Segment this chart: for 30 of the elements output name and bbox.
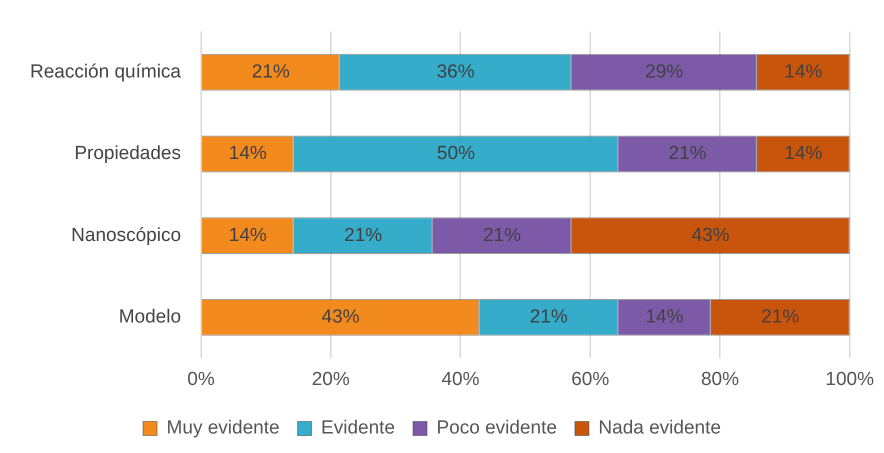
data-label: 21%	[668, 143, 707, 164]
data-label: 14%	[228, 224, 267, 246]
data-label: 14%	[784, 143, 822, 164]
x-tick-label: 0%	[187, 368, 215, 390]
x-tick-label: 60%	[571, 368, 610, 390]
data-label: 21%	[761, 306, 800, 328]
data-label: 21%	[344, 224, 382, 246]
data-label: 36%	[436, 61, 475, 82]
data-label: 29%	[645, 61, 684, 82]
data-label: 14%	[228, 143, 267, 164]
data-label: 14%	[784, 61, 822, 82]
x-tick-label: 80%	[700, 368, 740, 390]
x-tick-label: 20%	[312, 368, 350, 390]
y-tick-label: Nanoscópico	[71, 224, 182, 246]
legend-label: Nada evidente	[598, 418, 721, 439]
legend-label: Muy evidente	[166, 418, 280, 439]
data-label: 43%	[322, 306, 360, 328]
y-tick-label: Modelo	[118, 306, 182, 328]
data-label: 43%	[692, 224, 730, 246]
y-tick-label: Propiedades	[74, 143, 182, 164]
data-label: 50%	[436, 143, 476, 164]
y-tick-label: Reacción química	[30, 61, 182, 82]
data-label: 21%	[530, 306, 568, 328]
x-tick-label: 40%	[441, 368, 480, 390]
data-label: 21%	[482, 224, 522, 246]
legend-label: Poco evidente	[436, 418, 557, 439]
data-label: 14%	[645, 306, 684, 328]
x-tick-label: 100%	[825, 368, 874, 390]
legend-label: Evidente	[321, 418, 396, 439]
data-label: 21%	[252, 61, 290, 82]
